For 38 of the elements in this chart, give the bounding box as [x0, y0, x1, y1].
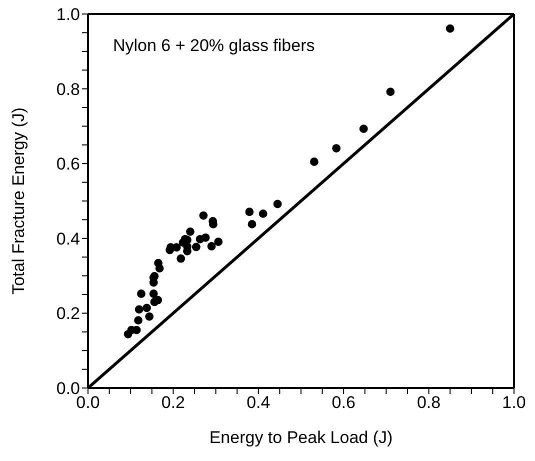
point: [199, 211, 208, 220]
point: [201, 233, 210, 242]
point: [154, 296, 162, 304]
point: [258, 210, 268, 218]
point: [214, 238, 223, 246]
point: [310, 158, 318, 166]
x-tick-label: 0.0: [76, 393, 100, 412]
point: [149, 290, 158, 298]
point: [248, 220, 256, 228]
x-tick-label: 0.6: [332, 393, 356, 412]
point: [207, 242, 216, 250]
x-tick-label: 1.0: [502, 393, 526, 412]
x-axis-title: Energy to Peak Load (J): [209, 428, 393, 447]
annotation: Nylon 6 + 20% glass fibers: [113, 36, 315, 56]
point: [155, 264, 164, 273]
point: [192, 242, 200, 252]
x-tick-label: 0.2: [161, 393, 186, 412]
point: [145, 312, 154, 321]
x-tick-label: 0.8: [416, 393, 441, 412]
point: [359, 124, 368, 134]
point: [273, 200, 282, 208]
point: [142, 304, 151, 312]
point: [134, 305, 144, 314]
point: [446, 24, 454, 33]
y-tick-label: 0.2: [56, 304, 80, 324]
y-tick-label: 0.6: [56, 154, 80, 174]
point: [245, 208, 254, 216]
point: [176, 254, 186, 263]
point: [137, 290, 146, 298]
x-tick-label: 0.4: [246, 393, 270, 412]
point: [386, 88, 395, 96]
y-tick-label: 0.8: [56, 80, 80, 99]
y-axis-title: Total Fracture Energy (J): [9, 107, 28, 295]
y-tick-label: 1.0: [56, 5, 80, 24]
point: [186, 227, 194, 236]
y-tick-label: 0.4: [56, 229, 80, 248]
point: [134, 316, 142, 325]
point: [332, 144, 341, 152]
